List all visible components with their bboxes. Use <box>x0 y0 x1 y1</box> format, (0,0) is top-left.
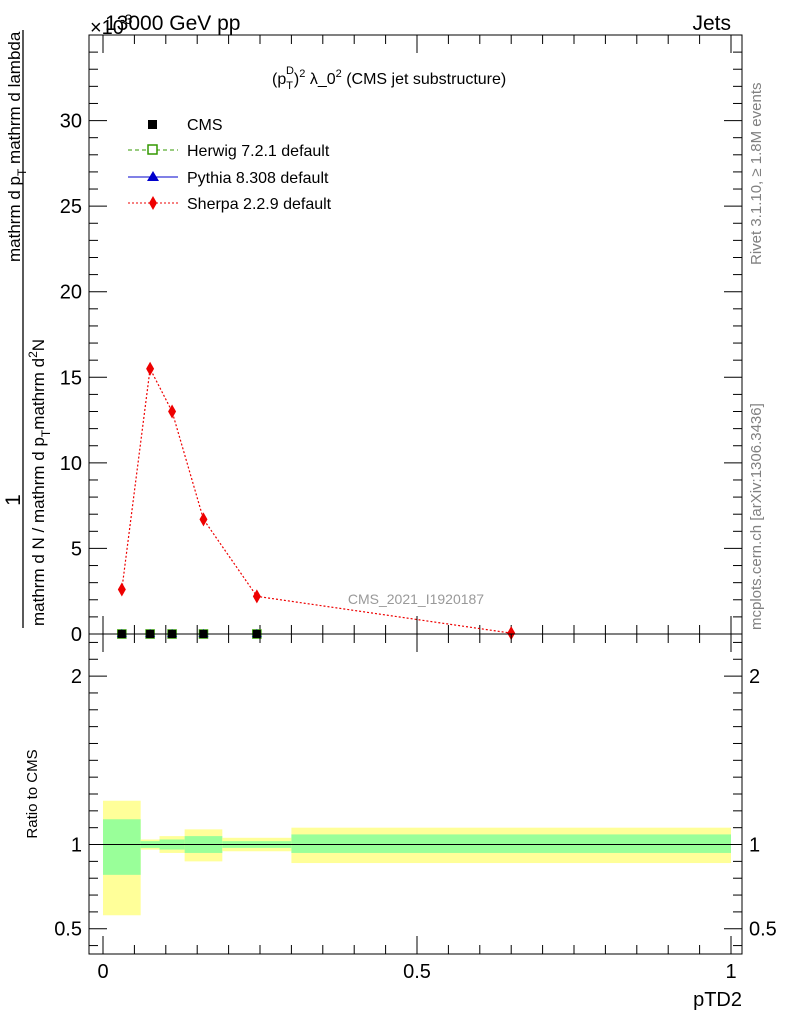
inner-uncertainty-band <box>291 834 731 853</box>
title-rest-sup: 2 <box>336 68 342 80</box>
y-label-term3: mathrm d p <box>5 176 24 262</box>
x-tick-label: 1 <box>725 961 736 983</box>
ratio-y-tick-labels: 0.5 1 2 <box>54 666 82 941</box>
legend-pythia-marker <box>147 171 159 181</box>
scale-factor-exponent: -3 <box>120 11 133 27</box>
legend-cms-marker <box>148 120 157 129</box>
title-tail: (CMS jet substructure) <box>342 71 506 88</box>
ratio-y-tick-label: 2 <box>71 666 82 688</box>
legend-herwig-marker <box>147 144 158 155</box>
title-close: ) <box>294 71 299 88</box>
legend-cms-label: CMS <box>187 117 223 134</box>
y-tick-label: 30 <box>60 111 82 133</box>
y-label-denominator-sub: T <box>39 429 53 437</box>
ratio-plot-frame <box>88 633 743 955</box>
main-y-axis-label: 1 mathrm d N / mathrm d pTmathrm d2N mat… <box>2 30 53 628</box>
y-label-denominator-text: mathrm d N / mathrm d p <box>29 437 48 626</box>
x-tick-labels: 0 0.5 1 <box>97 961 736 983</box>
ratio-y-tick-label-right: 1 <box>749 835 760 857</box>
ratio-y-tick-label: 1 <box>71 835 82 857</box>
rivet-version-label: Rivet 3.1.10, ≥ 1.8M events <box>748 83 765 266</box>
ratio-y-tick-label: 0.5 <box>54 919 82 941</box>
sherpa-line <box>121 366 512 634</box>
title-sup-d: D <box>286 65 294 77</box>
title-rest: λ_0 <box>305 71 335 88</box>
ratio-y-axis-label: Ratio to CMS <box>24 749 41 838</box>
title-sup-2: 2 <box>299 68 305 80</box>
ratio-y-tick-label-right: 0.5 <box>749 919 777 941</box>
analysis-id: CMS_2021_I1920187 <box>348 591 484 607</box>
x-tick-label: 0.5 <box>403 961 431 983</box>
scale-factor-base: ×10 <box>90 17 124 39</box>
inner-uncertainty-band <box>103 819 141 875</box>
legend-entry-pythia: Pythia 8.308 default <box>128 170 329 187</box>
sherpa-point <box>199 512 208 527</box>
y-tick-label: 10 <box>60 453 82 475</box>
y-tick-label: 20 <box>60 282 82 304</box>
x-axis-label: pTD2 <box>693 989 742 1011</box>
ratio-y-tick-label-right: 2 <box>749 666 760 688</box>
sherpa-point <box>507 626 516 641</box>
y-tick-label: 0 <box>71 624 82 646</box>
legend: CMS Herwig 7.2.1 default Pythia 8.308 de… <box>128 117 332 213</box>
plot-title: (pTD)2 λ_02 (CMS jet substructure) <box>272 65 506 92</box>
ratio-plot-ticks <box>89 634 742 954</box>
main-y-tick-labels: 0 5 10 15 20 25 30 <box>60 111 82 646</box>
sherpa-point <box>117 582 126 597</box>
sherpa-point <box>168 404 177 419</box>
y-label-numerator: 1 <box>2 494 25 506</box>
y-label-denominator: mathrm d N / mathrm d pTmathrm d2N <box>26 339 53 626</box>
legend-herwig-label: Herwig 7.2.1 default <box>187 143 330 160</box>
y-tick-label: 5 <box>71 538 82 560</box>
y-scale-factor: ×10 -3 <box>90 11 133 39</box>
title-base: (p <box>272 71 286 88</box>
y-label-term2: mathrm d <box>29 358 48 430</box>
y-label-term2-rest: N <box>29 339 48 351</box>
y-label-term4: mathrm d lambda <box>5 31 24 169</box>
site-reference-label: mcplots.cern.ch [arXiv:1306.3436] <box>748 403 765 630</box>
legend-entry-sherpa: Sherpa 2.2.9 default <box>128 196 332 213</box>
legend-sherpa-marker <box>149 196 157 210</box>
x-tick-label: 0 <box>97 961 108 983</box>
y-tick-label: 15 <box>60 367 82 389</box>
legend-entry-cms: CMS <box>148 117 223 134</box>
energy-label: 13000 GeV pp <box>105 12 240 35</box>
sherpa-point <box>146 361 155 376</box>
process-label: Jets <box>692 12 731 35</box>
legend-pythia-label: Pythia 8.308 default <box>187 170 329 187</box>
y-label-term3-sub: T <box>15 168 29 176</box>
legend-entry-herwig: Herwig 7.2.1 default <box>128 143 330 160</box>
title-sub: T <box>286 80 293 92</box>
y-label-numerator-expr: mathrm d pT mathrm d lambda <box>5 31 29 262</box>
ratio-plot-panel: 0.512 0.512 0 0.5 1 <box>54 633 777 983</box>
sherpa-point <box>252 589 261 604</box>
ratio-y-tick-labels-right: 0.5 1 2 <box>749 666 777 941</box>
y-label-term2-sup: 2 <box>26 351 40 358</box>
uncertainty-bands <box>103 800 731 916</box>
legend-sherpa-label: Sherpa 2.2.9 default <box>187 196 332 213</box>
y-tick-label: 25 <box>60 196 82 218</box>
